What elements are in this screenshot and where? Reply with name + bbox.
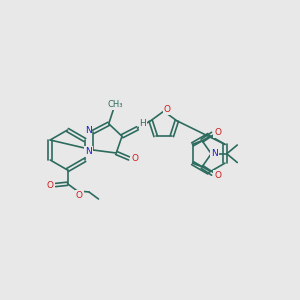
- Text: O: O: [214, 128, 221, 136]
- Text: H: H: [140, 119, 146, 128]
- Text: O: O: [214, 171, 221, 180]
- Text: O: O: [164, 105, 171, 114]
- Text: N: N: [85, 147, 92, 156]
- Text: N: N: [85, 126, 92, 135]
- Text: O: O: [46, 181, 53, 190]
- Text: CH₃: CH₃: [107, 100, 123, 109]
- Text: O: O: [131, 154, 138, 163]
- Text: N: N: [212, 149, 218, 158]
- Text: O: O: [76, 191, 83, 200]
